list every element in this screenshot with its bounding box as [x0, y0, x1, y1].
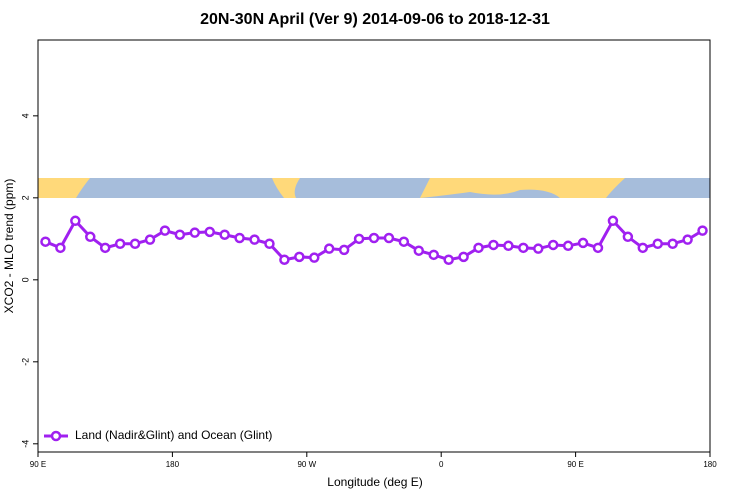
- data-point: [219, 229, 230, 240]
- data-point: [40, 236, 51, 247]
- data-point: [398, 236, 410, 247]
- data-point: [577, 237, 589, 249]
- data-point: [279, 254, 290, 265]
- data-point: [562, 240, 574, 252]
- data-point: [323, 243, 335, 254]
- data-point: [114, 238, 126, 249]
- data-point: [413, 245, 425, 256]
- y-tick-label: 2: [20, 195, 30, 200]
- data-point: [383, 232, 395, 244]
- data-point: [533, 243, 544, 254]
- data-point: [458, 251, 469, 263]
- x-tick-label: 90 E: [567, 460, 583, 469]
- data-point: [443, 254, 454, 265]
- map-strip: [38, 178, 710, 198]
- data-point: [309, 252, 320, 263]
- plot-frame: [37, 39, 711, 453]
- chart-title: 20N-30N April (Ver 9) 2014-09-06 to 2018…: [200, 11, 550, 28]
- data-point: [204, 226, 215, 238]
- data-point: [368, 232, 380, 244]
- data-point: [129, 238, 141, 249]
- x-tick-label: 90 E: [30, 460, 46, 469]
- data-point: [264, 238, 275, 249]
- data-point: [55, 242, 66, 254]
- y-tick-label: 4: [20, 113, 30, 118]
- data-point: [682, 234, 693, 245]
- data-point: [99, 242, 111, 254]
- x-tick-label: 180: [703, 460, 717, 469]
- data-point: [622, 231, 634, 243]
- data-point: [488, 239, 499, 251]
- data-point: [189, 227, 201, 238]
- data-point: [70, 215, 81, 227]
- y-tick-label: 0: [20, 277, 30, 282]
- y-tick-label: -2: [20, 358, 30, 366]
- y-tick-label: -4: [20, 440, 30, 448]
- data-point: [503, 240, 514, 252]
- data-point: [547, 239, 559, 251]
- data-point: [667, 238, 678, 249]
- data-point: [338, 244, 350, 256]
- data-point: [174, 229, 186, 240]
- x-tick-label: 90 W: [297, 460, 316, 469]
- legend-marker: [50, 430, 62, 442]
- data-point: [294, 251, 305, 263]
- data-point: [473, 242, 484, 254]
- data-point: [85, 231, 96, 243]
- data-point: [249, 234, 260, 245]
- data-point: [144, 234, 156, 245]
- legend-label: Land (Nadir&Glint) and Ocean (Glint): [75, 428, 272, 442]
- x-tick-label: 180: [166, 460, 180, 469]
- data-point: [607, 215, 619, 227]
- x-axis-label: Longitude (deg E): [327, 475, 422, 489]
- data-point: [353, 233, 365, 245]
- data-point: [518, 242, 529, 254]
- y-axis-label: XCO2 - MLO trend (ppm): [2, 179, 16, 314]
- data-point: [697, 225, 708, 236]
- x-tick-label: 0: [439, 460, 444, 469]
- data-point: [592, 242, 604, 254]
- data-point: [428, 249, 439, 261]
- data-point: [234, 232, 245, 244]
- data-point: [652, 238, 663, 249]
- data-point: [159, 225, 171, 236]
- data-point: [637, 242, 649, 254]
